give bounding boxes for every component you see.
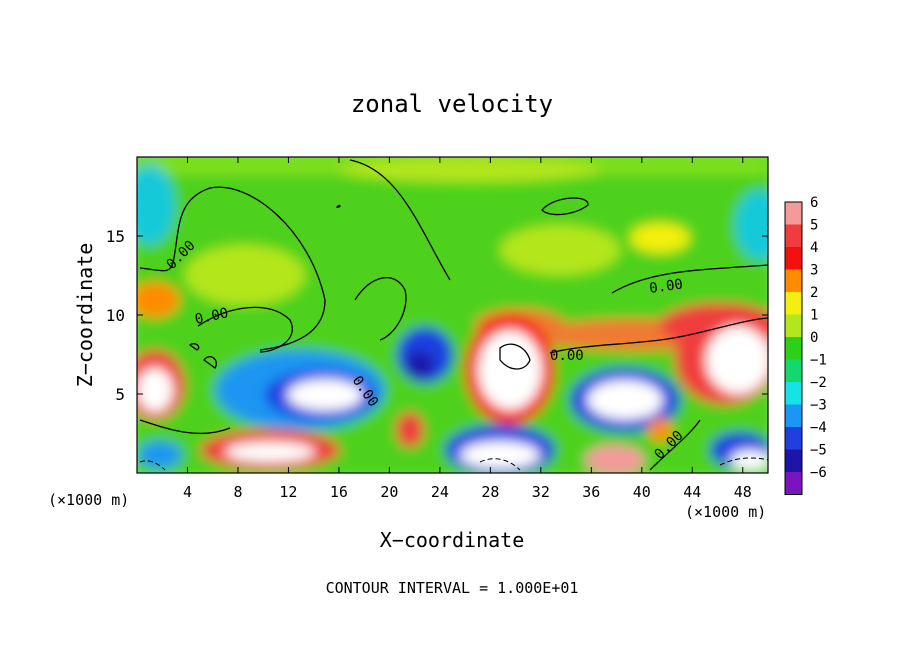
x-tick-label: 44 [683,483,701,501]
heatmap-field [137,157,768,473]
colorbar-frame [784,201,803,495]
colorbar-label: −5 [810,443,827,459]
colorbar-label: 0 [810,330,818,346]
colorbar-swatch [785,269,802,292]
x-tick-label: 20 [380,483,398,501]
x-tick-label: 48 [734,483,752,501]
colorbar-swatch [785,292,802,315]
x-tick-label: 12 [279,483,297,501]
colorbar-swatch [785,427,802,450]
x-unit-left: (×1000 m) [48,491,129,509]
x-tick-label: 16 [330,483,348,501]
colorbar-label: −2 [810,375,827,391]
x-tick-label: 4 [183,483,192,501]
y-tick-label: 10 [106,306,125,325]
x-tick-label: 28 [481,483,499,501]
x-tick-label: 8 [233,483,242,501]
y-tick-label: 5 [115,385,125,404]
colorbar-swatch [785,449,802,472]
contour-interval-footer: CONTOUR INTERVAL = 1.000E+01 [326,579,579,597]
colorbar-swatch [785,404,802,427]
x-unit-right: (×1000 m) [685,503,766,521]
colorbar-swatch [785,314,802,337]
contour-label: 0.00 [648,276,684,297]
y-tick-label: 15 [106,227,125,246]
colorbar-label: −6 [810,465,827,481]
colorbar-swatch [785,202,802,225]
colorbar-label: 2 [810,285,818,301]
colorbar-swatch [785,224,802,247]
x-tick-label: 24 [431,483,449,501]
colorbar-label: −4 [810,420,827,436]
colorbar-label: −3 [810,398,827,414]
colorbar-label: 5 [810,218,818,234]
y-axis-label: Z−coordinate [73,243,97,388]
colorbar-label: 3 [810,263,818,279]
colorbar-label: 4 [810,240,818,256]
colorbar-label: 6 [810,195,818,211]
colorbar-swatch [785,359,802,382]
chart-title: zonal velocity [351,90,553,118]
x-tick-label: 32 [532,483,550,501]
colorbar-swatch [785,337,802,360]
colorbar-swatch [785,472,802,495]
x-axis-ticks: 4 8 12 16 20 24 28 32 36 40 44 48 [183,157,752,501]
colorbar-swatch [785,247,802,270]
colorbar: 6 5 4 3 2 1 0 −1 −2 −3 −4 −5 −6 [784,195,827,495]
y-axis-ticks: 5 10 15 [106,227,768,404]
x-tick-label: 36 [582,483,600,501]
x-tick-label: 40 [633,483,651,501]
contour-label: 0.00 [194,305,230,328]
contour-label: 0.00 [550,348,584,364]
colorbar-label: 1 [810,308,818,324]
x-axis-label: X−coordinate [380,528,525,552]
colorbar-swatch [785,382,802,405]
colorbar-label: −1 [810,353,827,369]
